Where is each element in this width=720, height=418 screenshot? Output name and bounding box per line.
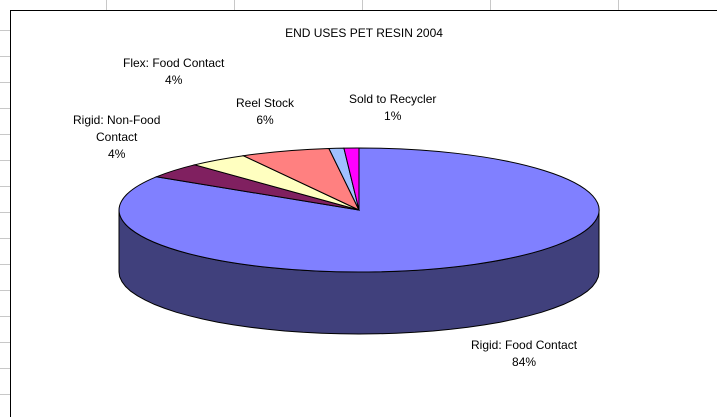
slice-label: Rigid: Food Contact bbox=[471, 338, 578, 352]
grid-line bbox=[0, 212, 10, 213]
grid-line bbox=[234, 0, 235, 10]
pie-tops bbox=[118, 147, 600, 273]
slice-label: Sold to Recycler bbox=[349, 92, 437, 106]
grid-line bbox=[0, 160, 10, 161]
label-rigid-food-contact: Rigid: Food Contact 84% bbox=[471, 337, 577, 371]
slice-label: Flex: Food Contact bbox=[123, 56, 225, 70]
grid-line bbox=[0, 186, 10, 187]
grid-line bbox=[0, 368, 10, 369]
chart-title: END USES PET RESIN 2004 bbox=[285, 26, 443, 40]
slice-percent: 6% bbox=[256, 113, 274, 127]
label-flex-food-contact: Flex: Food Contact 4% bbox=[123, 55, 224, 89]
slice-percent: 84% bbox=[512, 355, 537, 369]
chart-area[interactable]: END USES PET RESIN 2004 Flex: Food Conta… bbox=[10, 10, 717, 417]
grid-line bbox=[0, 394, 10, 395]
label-rigid-non-food-contact: Rigid: Non-Food Contact 4% bbox=[73, 112, 160, 163]
grid-line bbox=[0, 108, 10, 109]
slice-label: Reel Stock bbox=[236, 96, 295, 110]
slice-label-line-2: Contact bbox=[96, 130, 138, 144]
grid-line bbox=[618, 0, 619, 10]
grid-line bbox=[0, 316, 10, 317]
slice-label-line-1: Rigid: Non-Food bbox=[73, 113, 161, 127]
grid-line bbox=[0, 30, 10, 31]
grid-line bbox=[0, 56, 10, 57]
grid-line bbox=[0, 290, 10, 291]
grid-line bbox=[0, 134, 10, 135]
grid-line bbox=[0, 238, 10, 239]
grid-line bbox=[490, 0, 491, 10]
slice-percent: 1% bbox=[384, 109, 402, 123]
label-reel-stock: Reel Stock 6% bbox=[236, 95, 294, 129]
slice-percent: 4% bbox=[108, 147, 126, 161]
slice-percent: 4% bbox=[165, 73, 183, 87]
grid-line bbox=[0, 342, 10, 343]
pie-slice-slice[interactable] bbox=[343, 147, 360, 211]
label-sold-to-recycler: Sold to Recycler 1% bbox=[349, 91, 436, 125]
grid-line bbox=[362, 0, 363, 10]
grid-line bbox=[106, 0, 107, 10]
pie-chart bbox=[118, 147, 600, 335]
grid-line bbox=[0, 264, 10, 265]
grid-line bbox=[0, 82, 10, 83]
